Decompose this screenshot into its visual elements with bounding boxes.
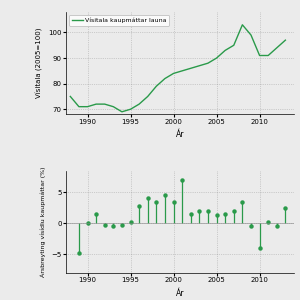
Vísitala kaupmáttar launa [129, 107, 132, 111]
Vísitala kaupmáttar launa [154, 84, 158, 88]
Vísitala kaupmáttar launa [206, 61, 210, 65]
Vísitala kaupmáttar launa [77, 105, 81, 109]
X-axis label: Ár: Ár [176, 130, 184, 139]
X-axis label: Ár: Ár [176, 289, 184, 298]
Vísitala kaupmáttar launa [120, 110, 124, 114]
Vísitala kaupmáttar launa [249, 33, 253, 37]
Vísitala kaupmáttar launa [112, 105, 115, 109]
Vísitala kaupmáttar launa [68, 94, 72, 98]
Vísitala kaupmáttar launa [86, 105, 89, 109]
Vísitala kaupmáttar launa [266, 54, 270, 57]
Vísitala kaupmáttar launa [232, 44, 236, 47]
Vísitala kaupmáttar launa [241, 23, 244, 27]
Vísitala kaupmáttar launa [94, 102, 98, 106]
Y-axis label: Vísitala (2005=100): Vísitala (2005=100) [36, 28, 43, 98]
Vísitala kaupmáttar launa [284, 38, 287, 42]
Y-axis label: Ársbreyting vísídlu kaupmáttar (%): Ársbreyting vísídlu kaupmáttar (%) [40, 167, 46, 277]
Vísitala kaupmáttar launa [224, 49, 227, 52]
Vísitala kaupmáttar launa [137, 102, 141, 106]
Vísitala kaupmáttar launa [215, 56, 218, 60]
Vísitala kaupmáttar launa [189, 67, 193, 70]
Vísitala kaupmáttar launa [198, 64, 201, 68]
Vísitala kaupmáttar launa [163, 77, 167, 80]
Line: Vísitala kaupmáttar launa: Vísitala kaupmáttar launa [70, 25, 285, 112]
Vísitala kaupmáttar launa [103, 102, 106, 106]
Legend: Vísitala kaupmáttar launa: Vísitala kaupmáttar launa [69, 15, 170, 26]
Vísitala kaupmáttar launa [146, 94, 149, 98]
Vísitala kaupmáttar launa [275, 46, 279, 50]
Vísitala kaupmáttar launa [172, 72, 175, 75]
Vísitala kaupmáttar launa [180, 69, 184, 73]
Vísitala kaupmáttar launa [258, 54, 261, 57]
